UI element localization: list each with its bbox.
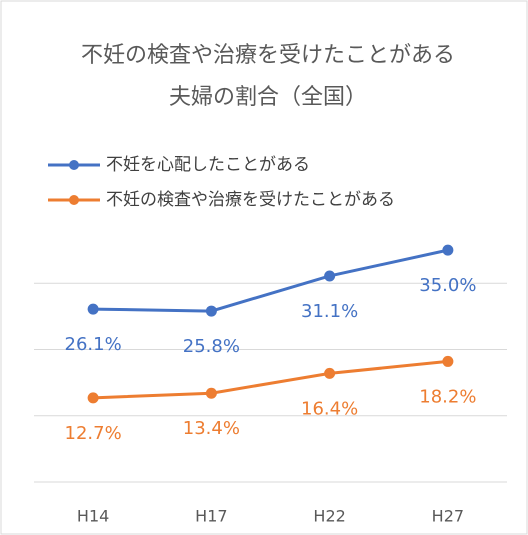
data-label: 12.7% — [65, 423, 122, 444]
data-point — [442, 244, 454, 256]
chart-title: 夫婦の割合（全国） — [169, 85, 367, 110]
chart-title: 不妊の検査や治療を受けたことがある — [81, 43, 455, 68]
data-point — [87, 392, 99, 404]
data-label: 13.4% — [183, 418, 240, 439]
data-point — [324, 367, 336, 379]
series-line — [93, 248, 449, 313]
data-label: 26.1% — [65, 334, 122, 355]
data-point — [442, 355, 454, 367]
x-tick-label: H17 — [195, 507, 227, 526]
data-label: 31.1% — [301, 301, 358, 322]
legend-label: 不妊の検査や治療を受けたことがある — [106, 190, 395, 210]
legend-marker — [69, 160, 79, 170]
data-point — [205, 387, 217, 399]
legend-marker — [69, 195, 79, 205]
data-label: 16.4% — [301, 398, 358, 419]
x-tick-label: H22 — [313, 507, 345, 526]
x-tick-label: H27 — [432, 507, 464, 526]
data-point — [205, 305, 217, 317]
data-label: 35.0% — [419, 275, 476, 296]
data-label: 25.8% — [183, 336, 240, 357]
data-label: 18.2% — [419, 386, 476, 407]
data-point — [324, 270, 336, 282]
series-line — [93, 359, 449, 400]
x-tick-label: H14 — [77, 507, 109, 526]
legend-label: 不妊を心配したことがある — [106, 155, 310, 175]
data-point — [87, 303, 99, 315]
